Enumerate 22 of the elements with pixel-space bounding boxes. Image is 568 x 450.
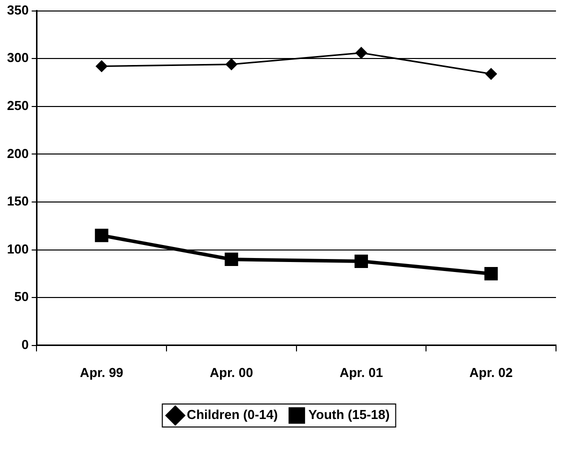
y-tick-label: 150 [6, 194, 29, 209]
point [354, 254, 368, 268]
y-tick-label: 350 [6, 2, 29, 18]
point [356, 47, 368, 59]
y-tick-label: 250 [6, 98, 29, 113]
point [485, 68, 497, 80]
y-tick-label: 200 [6, 146, 29, 161]
y-tick-label: 50 [14, 289, 29, 304]
point [94, 228, 108, 242]
legend-label: Children (0-14) [186, 407, 278, 422]
point [484, 267, 498, 280]
point [96, 60, 108, 72]
x-tick-label: Apr. 99 [80, 364, 124, 380]
point [226, 58, 238, 70]
point [224, 252, 238, 266]
y-tick-label: 0 [21, 336, 29, 352]
y-tick-label: 300 [6, 50, 29, 66]
x-tick-label: Apr. 00 [210, 364, 254, 380]
legend-label: Youth (15-18) [308, 407, 390, 422]
x-tick-label: Apr. 02 [469, 364, 513, 380]
y-tick-label: 100 [6, 241, 29, 256]
x-tick-label: Apr. 01 [340, 364, 383, 380]
